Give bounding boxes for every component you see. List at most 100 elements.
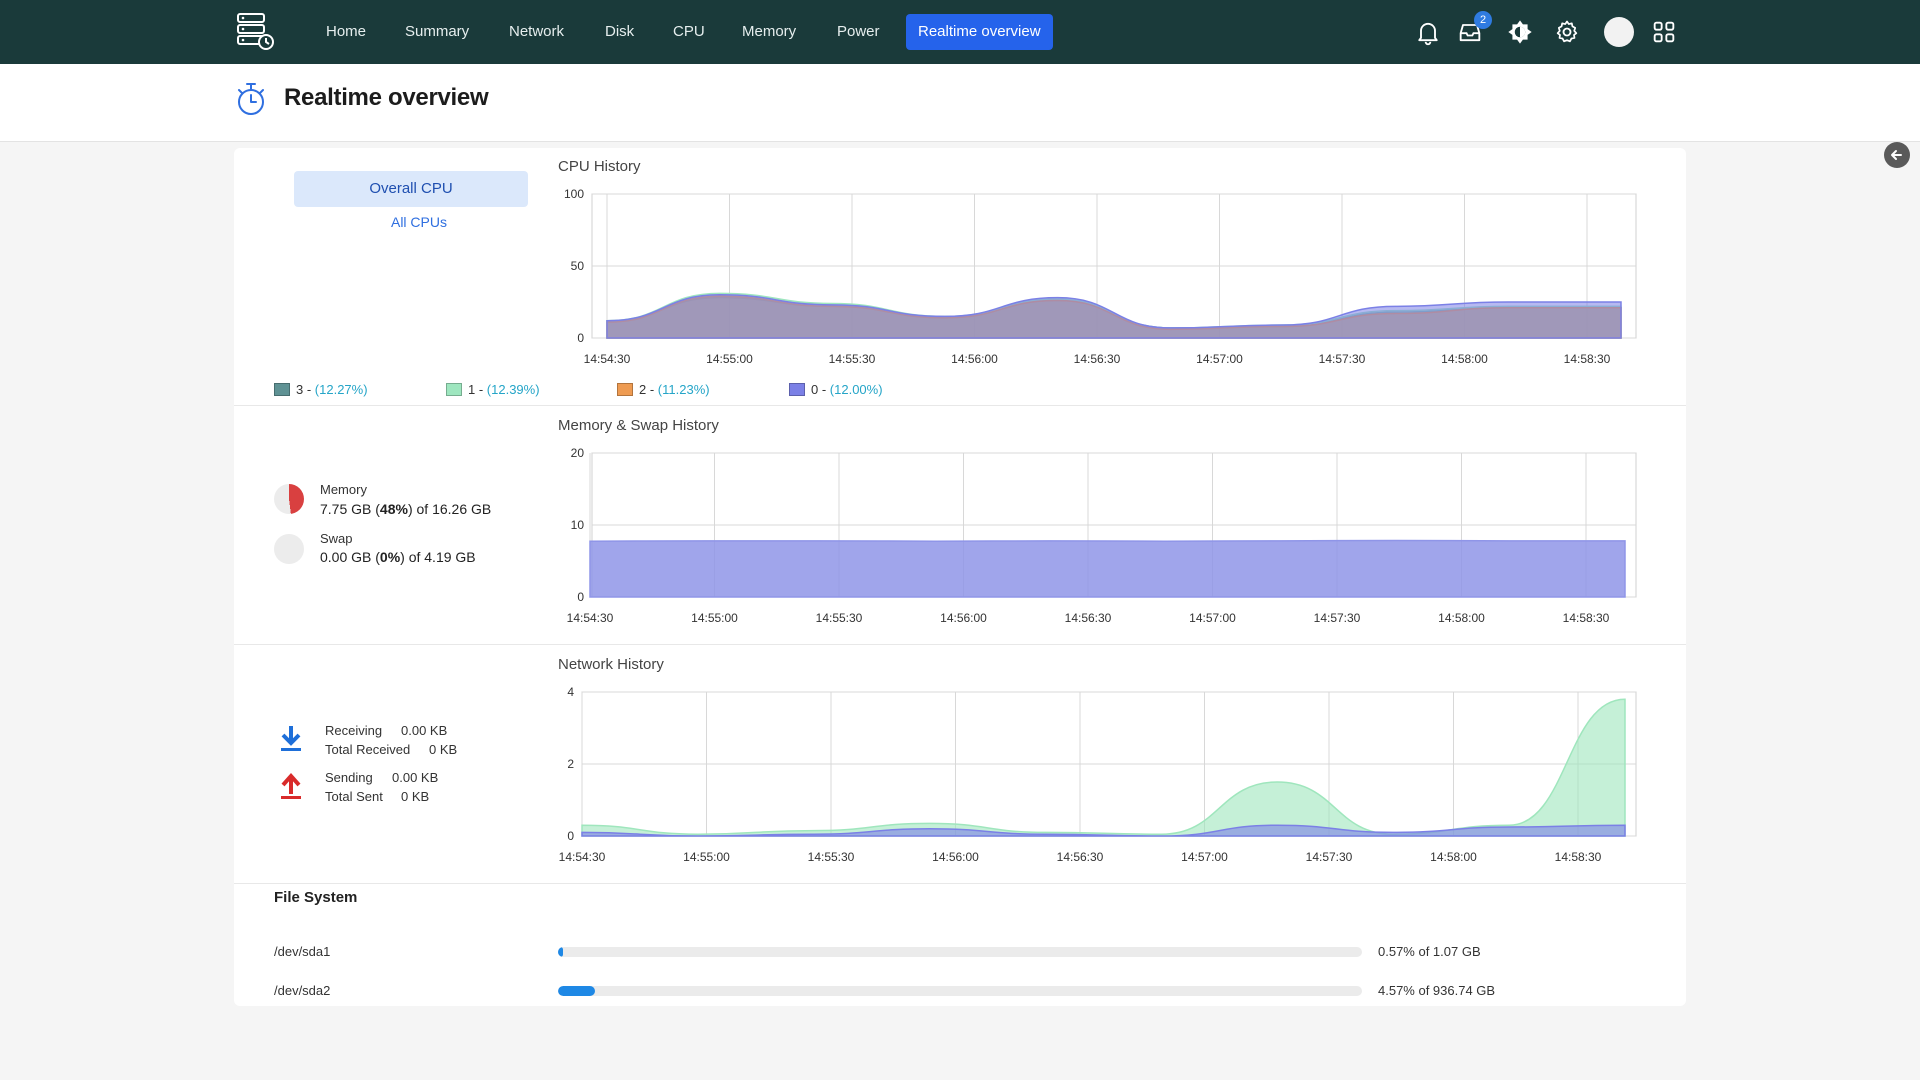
nav-item-realtime-overview[interactable]: Realtime overview: [906, 14, 1053, 50]
x-tick-label: 14:57:30: [1314, 611, 1361, 625]
total-sent-value: 0 KB: [401, 789, 430, 804]
filesystem-title: File System: [274, 889, 358, 906]
legend-swatch: [446, 383, 462, 396]
network-chart-title: Network History: [558, 656, 664, 673]
y-tick-label: 0: [567, 829, 574, 843]
overall-cpu-button[interactable]: Overall CPU: [294, 171, 528, 207]
receiving-value: 0.00 KB: [401, 723, 448, 738]
download-icon: [278, 724, 304, 754]
avatar[interactable]: [1604, 17, 1634, 47]
nav-item-disk[interactable]: Disk: [605, 23, 635, 40]
legend-swatch: [617, 383, 633, 396]
theme-toggle-icon[interactable]: [1506, 18, 1534, 46]
cpu-history-chart: 0 50 100 14:54:30 14:55:00 14:55:30 14:56:00 14…: [564, 187, 1637, 366]
y-tick-label: 4: [567, 685, 574, 699]
nav-item-cpu[interactable]: CPU: [673, 23, 705, 40]
x-tick-label: 14:57:30: [1319, 352, 1366, 366]
legend-item-cpu-0[interactable]: 0 - (12.00%): [789, 382, 883, 398]
legend-item-cpu-2[interactable]: 2 - (11.23%): [617, 382, 710, 398]
top-navbar: Home Summary Network Disk CPU Memory Power Rea…: [0, 0, 1920, 64]
y-tick-label: 20: [571, 446, 585, 460]
swap-label: Swap: [320, 531, 353, 546]
memory-history-chart: 0 10 20 14:54:30 14:55:00 14:55:30 14:56:00 14:…: [567, 446, 1637, 625]
memory-pie-icon: [274, 484, 304, 514]
x-tick-label: 14:58:30: [1563, 611, 1610, 625]
x-tick-label: 14:55:00: [706, 352, 753, 366]
memory-value: 7.75 GB (48%) of 16.26 GB: [320, 501, 492, 517]
series-area-0: [606, 294, 1622, 339]
legend-item-cpu-1[interactable]: 1 - (12.39%): [446, 382, 540, 398]
memory-chart-title: Memory & Swap History: [558, 417, 719, 434]
legend-item-cpu-3[interactable]: 3 - (12.27%): [274, 382, 368, 398]
x-tick-label: 14:55:30: [816, 611, 863, 625]
legend-percent: (12.39%): [486, 382, 540, 397]
legend-percent: (12.00%): [829, 382, 883, 397]
memory-label: Memory: [320, 482, 367, 497]
series-area-memory: [589, 539, 1626, 598]
filesystem-name: /dev/sda2: [274, 983, 331, 998]
receiving-label: Receiving: [325, 723, 383, 738]
legend-swatch: [274, 383, 290, 396]
x-tick-label: 14:56:00: [932, 850, 979, 864]
nav-item-memory[interactable]: Memory: [742, 23, 797, 40]
filesystem-usage-bar: [558, 986, 1362, 996]
sending-label: Sending: [325, 770, 373, 785]
cpu-chart-title: CPU History: [558, 158, 641, 175]
notifications-badge: 2: [1474, 11, 1492, 29]
x-tick-label: 14:55:00: [683, 850, 730, 864]
apps-grid-icon[interactable]: [1650, 18, 1678, 46]
nav-item-home[interactable]: Home: [326, 23, 367, 40]
x-tick-label: 14:54:30: [584, 352, 631, 366]
filesystem-usage-fill: [558, 986, 595, 996]
all-cpus-link[interactable]: All CPUs: [390, 214, 447, 230]
filesystem-usage-fill: [558, 947, 563, 957]
stopwatch-icon: [234, 80, 268, 118]
filesystem-usage-bar: [558, 947, 1362, 957]
x-tick-label: 14:58:30: [1564, 352, 1611, 366]
inbox-icon[interactable]: [1456, 18, 1484, 46]
filesystem-usage-value: 4.57% of 936.74 GB: [1378, 983, 1496, 998]
x-tick-label: 14:58:30: [1555, 850, 1602, 864]
total-received-value: 0 KB: [429, 742, 458, 757]
y-tick-label: 100: [564, 187, 584, 201]
upload-icon: [278, 772, 304, 802]
x-tick-label: 14:56:30: [1057, 850, 1104, 864]
legend-swatch: [789, 383, 805, 396]
filesystem-name: /dev/sda1: [274, 944, 331, 959]
section-divider: [234, 405, 1686, 406]
nav-item-network[interactable]: Network: [509, 23, 565, 40]
filesystem-usage-value: 0.57% of 1.07 GB: [1378, 944, 1481, 959]
x-tick-label: 14:58:00: [1438, 611, 1485, 625]
x-tick-label: 14:55:30: [829, 352, 876, 366]
x-tick-label: 14:57:00: [1181, 850, 1228, 864]
section-divider: [234, 644, 1686, 645]
x-tick-label: 14:56:30: [1065, 611, 1112, 625]
app-logo-icon[interactable]: [236, 12, 276, 52]
legend-label: 2: [639, 382, 647, 397]
x-tick-label: 14:57:30: [1306, 850, 1353, 864]
page-header: Realtime overview: [0, 64, 1920, 142]
x-tick-label: 14:58:00: [1441, 352, 1488, 366]
x-tick-label: 14:54:30: [567, 611, 614, 625]
page-title: Realtime overview: [284, 84, 489, 111]
x-tick-label: 14:57:00: [1196, 352, 1243, 366]
total-sent-label: Total Sent: [325, 789, 383, 804]
network-history-chart: 0 2 4 14:54:30 14:55:00 14:55:30 14:56:00 14:56…: [559, 685, 1637, 864]
legend-percent: (12.27%): [314, 382, 368, 397]
x-tick-label: 14:58:00: [1430, 850, 1477, 864]
x-tick-label: 14:56:00: [940, 611, 987, 625]
swap-value: 0.00 GB (0%) of 4.19 GB: [320, 549, 476, 565]
gear-icon[interactable]: [1553, 18, 1581, 46]
legend-percent: (11.23%): [657, 382, 710, 397]
x-tick-label: 14:56:00: [951, 352, 998, 366]
section-divider: [234, 883, 1686, 884]
bell-icon[interactable]: [1414, 18, 1442, 46]
sending-value: 0.00 KB: [392, 770, 439, 785]
x-tick-label: 14:56:30: [1074, 352, 1121, 366]
collapse-panel-button[interactable]: [1884, 142, 1910, 168]
nav-item-power[interactable]: Power: [837, 23, 880, 40]
nav-item-summary[interactable]: Summary: [405, 23, 470, 40]
y-tick-label: 50: [571, 259, 585, 273]
series-area-received: [581, 698, 1626, 837]
x-tick-label: 14:55:30: [808, 850, 855, 864]
